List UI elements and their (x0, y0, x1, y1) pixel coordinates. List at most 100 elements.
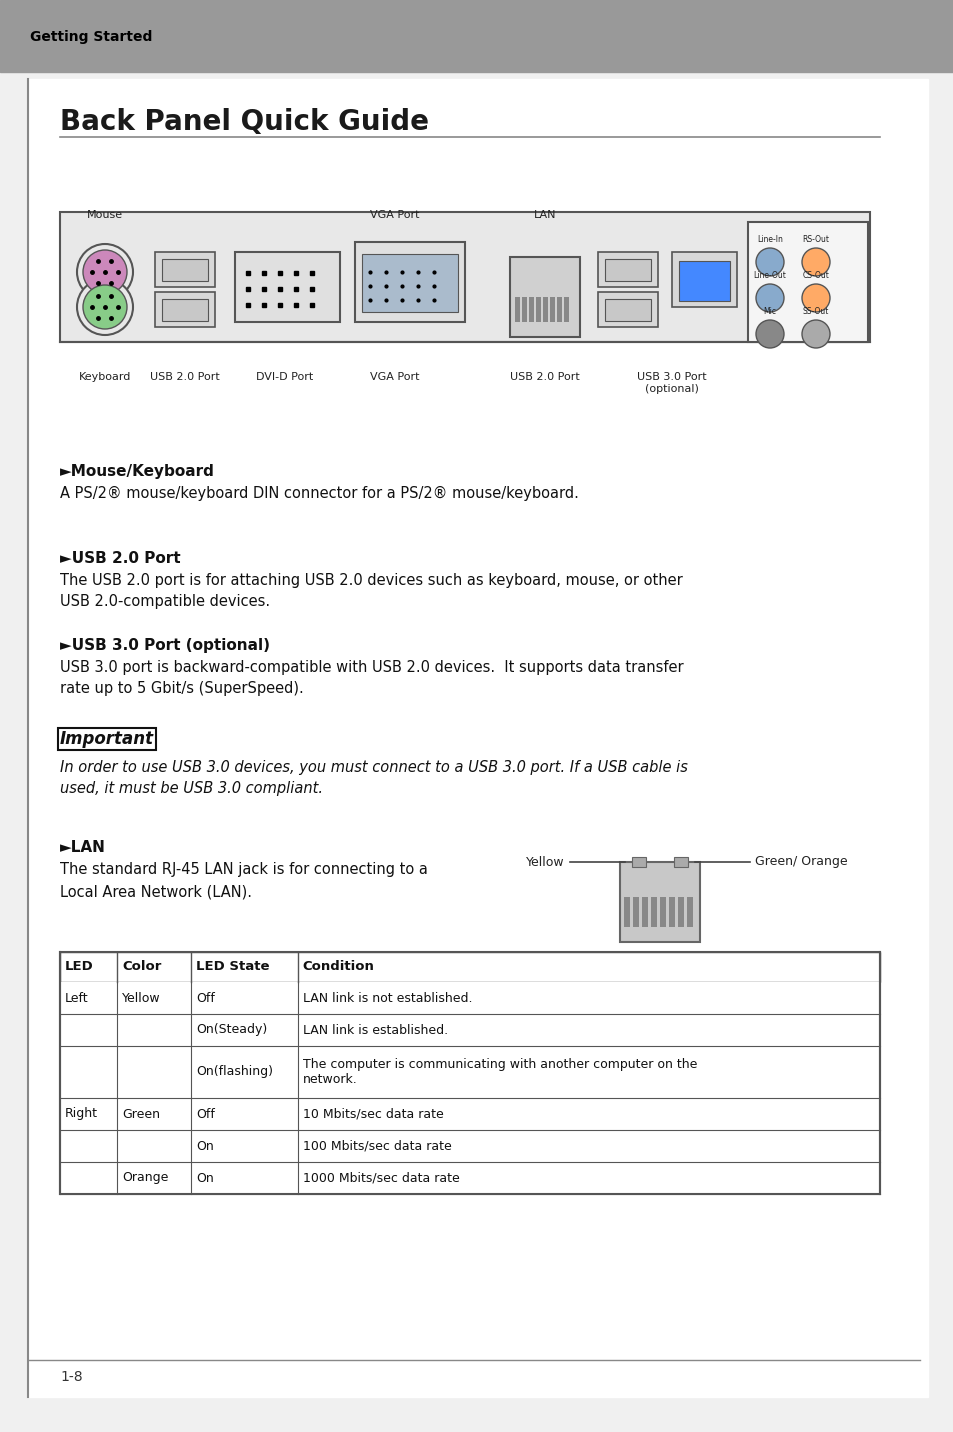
Bar (604, 299, 650, 321)
Circle shape (755, 248, 783, 276)
Text: Getting Started: Getting Started (30, 30, 152, 44)
Text: On: On (196, 1171, 213, 1184)
Text: Line-Out: Line-Out (753, 271, 785, 281)
Text: VGA Port: VGA Port (370, 211, 419, 221)
Circle shape (83, 251, 127, 294)
Circle shape (801, 248, 829, 276)
Text: RS-Out: RS-Out (801, 235, 828, 243)
Bar (598, 252, 658, 286)
Text: The computer is communicating with another computer on the
network.: The computer is communicating with anoth… (302, 1058, 697, 1085)
Bar (60, 952, 879, 1194)
Bar (529, 296, 534, 322)
Text: On(flashing): On(flashing) (196, 1065, 273, 1078)
Bar (631, 856, 645, 866)
Text: Important: Important (60, 730, 154, 748)
Text: Line-In: Line-In (757, 235, 782, 243)
Bar (623, 896, 629, 927)
Bar (641, 896, 647, 927)
Text: Off: Off (196, 1107, 214, 1120)
Text: USB 3.0 Port
(optional): USB 3.0 Port (optional) (637, 372, 706, 394)
Text: ►LAN: ►LAN (60, 841, 106, 855)
Text: ►USB 3.0 Port (optional): ►USB 3.0 Port (optional) (60, 639, 270, 653)
Text: On: On (196, 1140, 213, 1153)
Bar (60, 1161, 879, 1194)
Bar (673, 856, 687, 866)
Text: Right: Right (65, 1107, 98, 1120)
Text: 1-8: 1-8 (60, 1370, 83, 1383)
Bar (60, 1014, 879, 1045)
Bar (154, 292, 214, 326)
Circle shape (801, 319, 829, 348)
Text: LAN link is established.: LAN link is established. (302, 1024, 448, 1037)
Text: SS-Out: SS-Out (802, 306, 828, 316)
Text: A PS/2® mouse/keyboard DIN connector for a PS/2® mouse/keyboard.: A PS/2® mouse/keyboard DIN connector for… (60, 485, 578, 501)
Bar (0, 0, 953, 72)
Text: LAN: LAN (533, 211, 556, 221)
Text: Green/ Orange: Green/ Orange (754, 855, 846, 868)
Bar (510, 256, 579, 337)
Text: On(Steady): On(Steady) (196, 1024, 267, 1037)
Bar (521, 296, 526, 322)
Text: The USB 2.0 port is for attaching USB 2.0 devices such as keyboard, mouse, or ot: The USB 2.0 port is for attaching USB 2.… (60, 573, 682, 609)
Text: ►Mouse/Keyboard: ►Mouse/Keyboard (60, 464, 214, 478)
Text: 1000 Mbits/sec data rate: 1000 Mbits/sec data rate (302, 1171, 459, 1184)
Text: USB 2.0 Port: USB 2.0 Port (510, 372, 579, 382)
Circle shape (77, 279, 132, 335)
Text: Mic: Mic (762, 306, 776, 316)
Text: ►USB 2.0 Port: ►USB 2.0 Port (60, 551, 180, 566)
Text: Color: Color (122, 961, 162, 974)
Text: USB 2.0 Port: USB 2.0 Port (150, 372, 219, 382)
Circle shape (755, 319, 783, 348)
Text: Back Panel Quick Guide: Back Panel Quick Guide (60, 107, 429, 136)
Text: Left: Left (65, 991, 89, 1004)
Text: VGA Port: VGA Port (370, 372, 419, 382)
Bar (678, 896, 683, 927)
Circle shape (77, 243, 132, 299)
Bar (550, 296, 555, 322)
Bar (355, 242, 464, 322)
Text: 100 Mbits/sec data rate: 100 Mbits/sec data rate (302, 1140, 451, 1153)
Circle shape (801, 284, 829, 312)
Bar (563, 296, 568, 322)
Text: Yellow: Yellow (122, 991, 161, 1004)
Text: Green: Green (122, 1107, 160, 1120)
Bar (60, 952, 879, 982)
Bar (60, 982, 879, 1014)
Bar (686, 896, 692, 927)
Text: LED: LED (65, 961, 93, 974)
Text: LED State: LED State (196, 961, 270, 974)
Bar (650, 896, 657, 927)
Bar (679, 261, 729, 301)
Text: Orange: Orange (122, 1171, 169, 1184)
Bar (515, 296, 519, 322)
Bar (668, 896, 675, 927)
Text: DVI-D Port: DVI-D Port (256, 372, 314, 382)
Bar (234, 252, 339, 322)
Text: CS-Out: CS-Out (801, 271, 828, 281)
Text: Off: Off (196, 991, 214, 1004)
Circle shape (83, 285, 127, 329)
Text: USB 3.0 port is backward-compatible with USB 2.0 devices.  It supports data tran: USB 3.0 port is backward-compatible with… (60, 660, 683, 696)
Circle shape (755, 284, 783, 312)
Bar (60, 1130, 879, 1161)
Bar (60, 1045, 879, 1098)
Text: Keyboard: Keyboard (79, 372, 132, 382)
Bar (671, 252, 737, 306)
Bar (619, 862, 700, 942)
Text: In order to use USB 3.0 devices, you must connect to a USB 3.0 port. If a USB ca: In order to use USB 3.0 devices, you mus… (60, 760, 687, 796)
Bar (557, 296, 561, 322)
Bar (154, 252, 214, 286)
Text: 10 Mbits/sec data rate: 10 Mbits/sec data rate (302, 1107, 443, 1120)
Bar (747, 222, 867, 342)
Bar (604, 259, 650, 281)
Bar (542, 296, 547, 322)
Bar (633, 896, 639, 927)
Bar (536, 296, 540, 322)
Bar (60, 1098, 879, 1130)
Bar (598, 292, 658, 326)
Bar (162, 299, 208, 321)
Text: Yellow: Yellow (526, 855, 564, 868)
Text: LAN link is not established.: LAN link is not established. (302, 991, 472, 1004)
Bar (659, 896, 665, 927)
Bar (162, 259, 208, 281)
